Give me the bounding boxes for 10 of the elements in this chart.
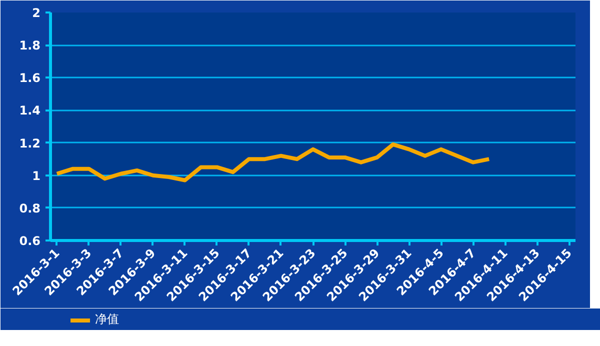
legend-label: 净值 (95, 311, 119, 328)
y-tick-label: 1.6 (19, 71, 41, 86)
y-tick-label: 1.2 (19, 136, 41, 150)
y-tick-label: 1.8 (19, 38, 41, 53)
y-tick-label: 1 (32, 168, 41, 183)
y-tick-label: 0.6 (19, 234, 41, 248)
y-tick-label: 2 (32, 6, 41, 20)
y-tick-label: 1.4 (19, 104, 41, 118)
y-tick-label: 0.8 (19, 201, 41, 216)
line-series (54, 142, 492, 182)
